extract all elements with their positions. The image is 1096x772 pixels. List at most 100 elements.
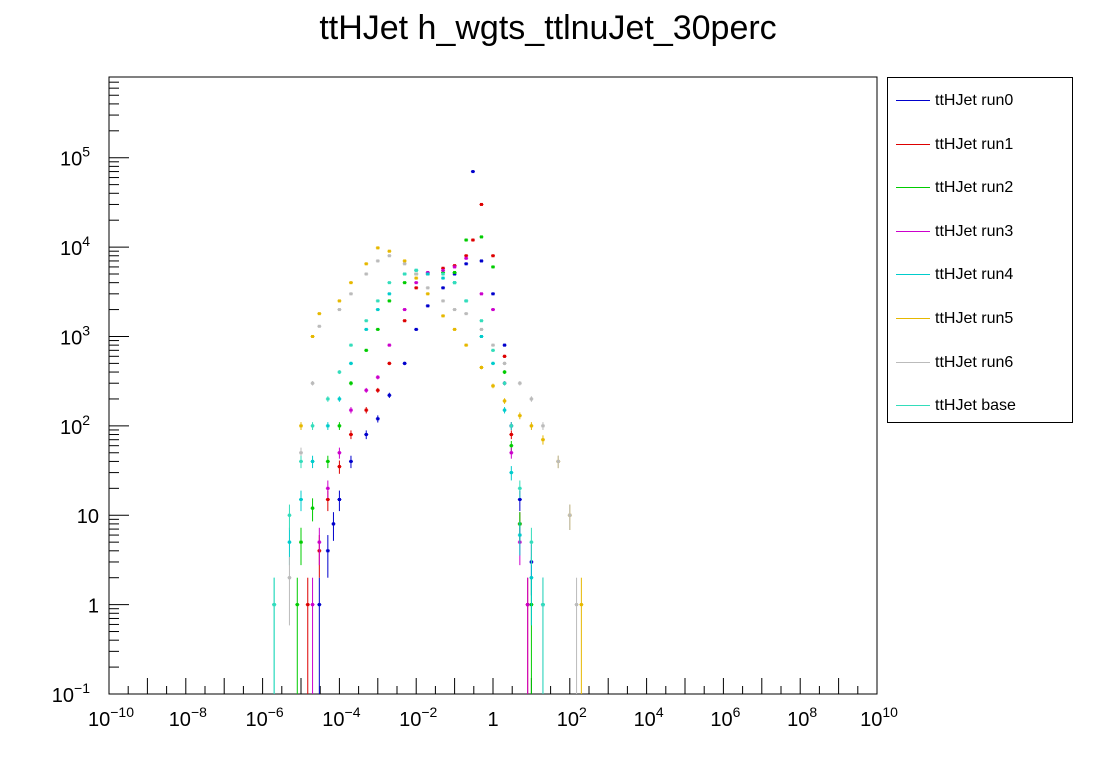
data-point — [441, 276, 445, 280]
data-point — [479, 259, 483, 263]
series-6 — [287, 254, 579, 694]
data-point — [311, 381, 315, 385]
data-point — [364, 388, 368, 392]
data-point — [387, 249, 391, 253]
data-point — [311, 334, 315, 338]
y-tick-label: 1 — [88, 596, 99, 618]
data-point — [317, 603, 321, 607]
data-point — [337, 465, 341, 469]
data-point — [441, 266, 445, 270]
x-tick-label: 1 — [487, 709, 498, 731]
data-point — [349, 361, 353, 365]
legend-label: ttHJet run6 — [935, 353, 1014, 371]
data-point — [287, 540, 291, 544]
data-point — [326, 486, 330, 490]
data-point — [403, 281, 407, 285]
data-point — [479, 202, 483, 206]
data-point — [317, 312, 321, 316]
data-point — [529, 540, 533, 544]
data-point — [464, 312, 468, 316]
legend-item: ttHJet run0 — [888, 91, 1072, 111]
data-point — [414, 276, 418, 280]
data-point — [509, 451, 513, 455]
legend-label: ttHJet run3 — [935, 222, 1014, 240]
data-point — [387, 393, 391, 397]
legend-swatch — [896, 274, 930, 276]
y-tick-label: 104 — [60, 233, 90, 260]
y-tick-label: 105 — [60, 144, 90, 171]
data-point — [403, 272, 407, 276]
data-point — [479, 292, 483, 296]
data-point — [464, 254, 468, 258]
data-point — [491, 308, 495, 312]
series-2 — [295, 235, 534, 694]
data-point — [441, 299, 445, 303]
data-point — [317, 540, 321, 544]
data-point — [491, 384, 495, 388]
data-point — [491, 343, 495, 347]
data-point — [387, 361, 391, 365]
data-point — [579, 603, 583, 607]
legend-item: ttHJet base — [888, 396, 1072, 416]
data-point — [403, 259, 407, 263]
data-point — [503, 361, 507, 365]
data-point — [453, 265, 457, 269]
data-point — [479, 334, 483, 338]
data-point — [479, 365, 483, 369]
data-point — [376, 246, 380, 250]
axis-ticks — [108, 81, 878, 695]
data-point — [464, 299, 468, 303]
data-point — [479, 327, 483, 331]
data-point — [453, 281, 457, 285]
data-point — [509, 471, 513, 475]
data-point — [311, 603, 315, 607]
data-point — [426, 304, 430, 308]
data-point — [337, 451, 341, 455]
data-point — [364, 272, 368, 276]
data-point — [376, 417, 380, 421]
data-point — [426, 286, 430, 290]
chart-title: ttHJet h_wgts_ttlnuJet_30perc — [319, 9, 777, 47]
data-point — [426, 272, 430, 276]
data-point — [414, 286, 418, 290]
data-point — [326, 424, 330, 428]
data-point — [491, 265, 495, 269]
data-point — [464, 343, 468, 347]
data-point — [326, 459, 330, 463]
data-point — [364, 408, 368, 412]
data-point — [299, 498, 303, 502]
data-point — [556, 459, 560, 463]
data-point — [376, 375, 380, 379]
data-point — [526, 603, 530, 607]
data-point — [387, 299, 391, 303]
data-point — [464, 262, 468, 266]
data-point — [518, 486, 522, 490]
data-point — [541, 603, 545, 607]
data-point — [295, 603, 299, 607]
data-point — [376, 259, 380, 263]
data-point — [503, 354, 507, 358]
data-point — [518, 414, 522, 418]
legend-label: ttHJet run5 — [935, 310, 1014, 327]
data-point — [326, 498, 330, 502]
data-point — [364, 327, 368, 331]
data-point — [441, 286, 445, 290]
x-tick-label: 10−2 — [399, 704, 437, 731]
data-point — [364, 348, 368, 352]
data-point — [414, 272, 418, 276]
y-tick-label: 103 — [60, 322, 90, 349]
legend-item: ttHJet run2 — [888, 178, 1072, 198]
data-point — [337, 299, 341, 303]
x-tick-label: 108 — [787, 704, 817, 731]
data-point — [441, 270, 445, 274]
data-point — [575, 603, 579, 607]
data-point — [287, 513, 291, 517]
data-point — [441, 268, 445, 272]
y-tick-label: 10−1 — [52, 680, 90, 707]
x-tick-label: 10−8 — [169, 704, 207, 731]
data-point — [541, 438, 545, 442]
data-point — [364, 262, 368, 266]
data-point — [337, 424, 341, 428]
x-tick-label: 102 — [557, 704, 587, 731]
